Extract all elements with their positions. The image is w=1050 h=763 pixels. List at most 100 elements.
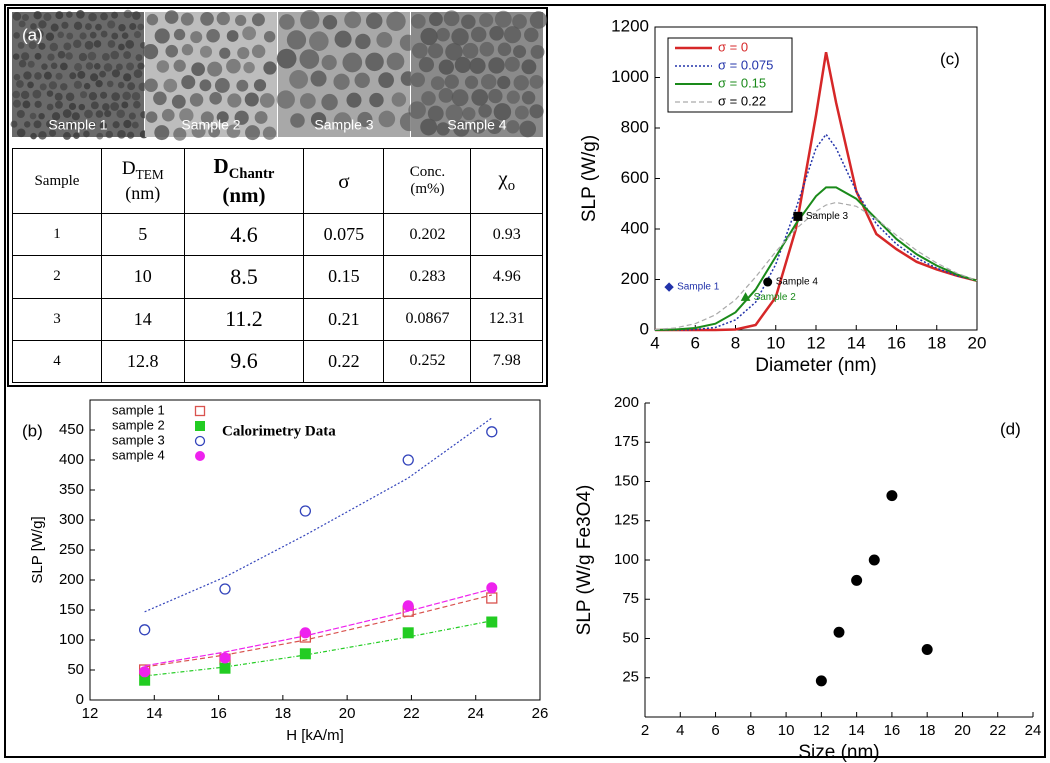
y-tick-label: 450: [59, 421, 84, 438]
particle: [12, 12, 22, 21]
particle: [480, 73, 497, 90]
table-cell: 0.202: [383, 212, 472, 257]
particle: [173, 28, 186, 41]
legend-label: sample 2: [112, 417, 165, 432]
particle: [154, 28, 170, 44]
particle: [89, 121, 97, 129]
particle: [60, 62, 68, 71]
header-sub: o: [507, 178, 516, 195]
fit-line: [144, 620, 492, 677]
particle: [137, 62, 145, 70]
particle: [54, 100, 63, 109]
particle: [10, 120, 18, 128]
particle: [63, 42, 72, 51]
particle: [471, 89, 489, 106]
particle: [116, 109, 126, 119]
table-cell: 12.31: [470, 297, 543, 341]
marker: [833, 626, 845, 638]
particle: [226, 30, 239, 42]
particle: [76, 10, 85, 19]
particle: [89, 31, 97, 39]
particle: [13, 32, 20, 39]
particle: [133, 31, 142, 39]
particle: [46, 90, 54, 97]
particle: [100, 30, 108, 38]
particle: [121, 32, 129, 40]
particle: [191, 124, 206, 139]
header-sub: Chantr: [228, 166, 275, 183]
particle: [200, 111, 214, 125]
particle: [32, 89, 42, 99]
particle: [226, 124, 241, 139]
x-tick-label: 24: [467, 705, 484, 722]
particle: [21, 14, 29, 22]
particle: [235, 14, 247, 27]
particle: [444, 74, 459, 89]
legend-label: σ = 0.15: [718, 75, 766, 90]
series-line: [655, 52, 978, 332]
particle: [84, 109, 93, 119]
x-tick-label: 14: [847, 333, 866, 352]
particle: [12, 53, 20, 60]
particle: [34, 100, 42, 108]
particle: [471, 119, 486, 134]
particle: [504, 56, 520, 72]
table-cell: 14: [100, 297, 185, 341]
particle: [263, 61, 277, 75]
marker: [299, 505, 312, 517]
point-label: Sample 3: [806, 211, 849, 222]
particle: [214, 78, 230, 93]
particle: [41, 63, 48, 70]
particle: [234, 110, 249, 125]
particle: [29, 112, 37, 120]
panel-label: (b): [22, 421, 43, 440]
x-tick-label: 12: [82, 705, 99, 722]
particle: [408, 101, 426, 119]
particle: [123, 119, 132, 129]
y-tick-label: 100: [614, 551, 639, 568]
y-tick-label: 50: [622, 629, 639, 646]
particle: [420, 27, 438, 46]
y-tick-label: 175: [614, 433, 639, 450]
particle: [242, 26, 257, 41]
header-cell: χo: [470, 148, 543, 214]
header-sub: TEM: [135, 166, 164, 182]
y-tick-label: 300: [59, 511, 84, 528]
particle: [427, 105, 444, 122]
x-tick-label: 22: [989, 722, 1006, 739]
particle: [133, 100, 141, 109]
particle: [142, 43, 159, 60]
particle: [519, 120, 537, 138]
particle: [27, 60, 35, 68]
marker: [868, 554, 880, 566]
tem-images: Sample 1 Sample 2 Sample 3 Sample 4 (a): [10, 9, 548, 141]
particle: [38, 42, 46, 50]
particle: [30, 23, 37, 30]
particle: [48, 129, 57, 137]
particle: [17, 42, 25, 49]
particle: [23, 71, 32, 80]
particle: [300, 10, 320, 30]
table-cell: 0.22: [303, 339, 385, 384]
image-label: Sample 2: [181, 117, 240, 133]
particle: [161, 108, 175, 122]
particle: [513, 75, 529, 91]
marker: [815, 675, 827, 687]
table-cell: 11.2: [183, 297, 305, 341]
particle: [190, 31, 203, 44]
particle: [445, 104, 463, 122]
particle: [321, 54, 337, 71]
particle: [95, 23, 102, 31]
marker: [486, 582, 498, 594]
particle: [276, 48, 297, 69]
table-cell: 4.96: [470, 255, 543, 299]
marker: [194, 405, 206, 417]
particle: [365, 12, 383, 30]
particle: [62, 109, 72, 118]
legend-label: sample 4: [112, 447, 165, 462]
particle: [206, 28, 220, 43]
y-axis-label: SLP (W/g Fe3O4): [574, 485, 595, 636]
x-tick-label: 16: [884, 722, 901, 739]
marker: [664, 282, 674, 292]
